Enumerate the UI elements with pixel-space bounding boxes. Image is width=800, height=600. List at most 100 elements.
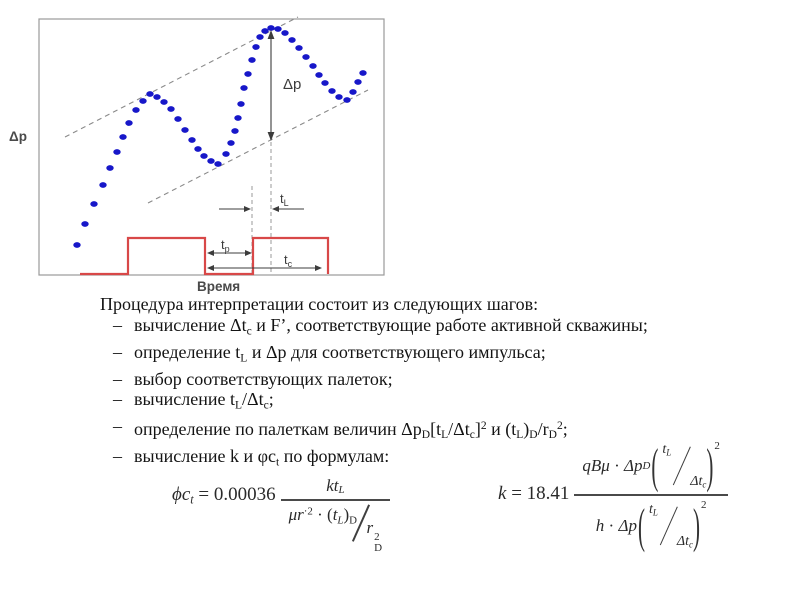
- open-paren: (: [651, 437, 659, 494]
- bullet-dash: –: [113, 416, 122, 437]
- numerator: kt L: [326, 476, 345, 496]
- list-item: – определение tL и Δp для соответствующе…: [100, 342, 780, 369]
- list-item: – вычисление k и φct по формулам:: [100, 446, 780, 473]
- data-dot: [73, 242, 81, 248]
- list-item-text: вычисление k и φct по формулам:: [134, 446, 390, 469]
- formula-k: k = 18.41 qBμ · Δp D ( tL Δtc ) 2 h · Δp: [498, 437, 728, 556]
- data-dot: [231, 128, 239, 134]
- data-dot: [90, 201, 98, 207]
- tp-arrow: [207, 250, 252, 256]
- data-dot: [267, 25, 275, 31]
- data-dot: [106, 165, 114, 171]
- data-dot: [113, 149, 121, 155]
- list-item: – определение по палеткам величин ΔpD[tL…: [100, 416, 780, 446]
- procedure-section: Процедура интерпретации состоит из следу…: [100, 294, 780, 473]
- data-dot: [227, 140, 235, 146]
- tp-label: tp: [221, 237, 230, 254]
- data-dot: [214, 161, 222, 167]
- pulse-test-chart: Δp tL tp tc: [9, 16, 385, 294]
- data-dot: [207, 158, 215, 164]
- list-item-text: вычисление Δtc и F’, соответствующие раб…: [134, 314, 648, 338]
- data-dot: [132, 107, 140, 113]
- data-dot: [81, 221, 89, 227]
- list-item: – вычисление tL/Δtc;: [100, 389, 780, 416]
- bullet-dash: –: [113, 446, 122, 467]
- dp-amplitude-arrow: [267, 30, 275, 141]
- data-dot: [200, 153, 208, 159]
- y-axis-label: Δp: [9, 129, 27, 144]
- numerator: qBμ · Δp D ( tL Δtc ) 2: [574, 437, 727, 494]
- bullet-dash: –: [113, 341, 122, 362]
- rate-square-wave: [80, 236, 330, 276]
- data-dot: [237, 101, 245, 107]
- data-dot: [194, 146, 202, 152]
- open-paren: (: [637, 497, 645, 554]
- data-dot: [244, 71, 252, 77]
- denominator: h · Δp ( tL Δtc ) 2: [574, 496, 727, 556]
- fraction: qBμ · Δp D ( tL Δtc ) 2 h · Δp ( tL: [574, 437, 728, 556]
- data-dot: [335, 94, 343, 100]
- data-dot: [167, 106, 175, 112]
- power: 2: [714, 440, 720, 452]
- data-dot: [315, 72, 323, 78]
- data-dot: [153, 94, 161, 100]
- formula-lhs: k = 18.41: [498, 483, 570, 504]
- data-dot: [261, 28, 269, 34]
- data-dot: [125, 120, 133, 126]
- data-dot: [222, 151, 230, 157]
- power: 2: [700, 498, 707, 511]
- data-dot: [181, 127, 189, 133]
- tc-arrow: [207, 265, 322, 271]
- data-dot: [295, 45, 303, 51]
- dp-arrow-label: Δp: [283, 76, 301, 93]
- data-dot: [174, 116, 182, 122]
- data-dot: [146, 91, 154, 97]
- list-item-text: определение по палеткам величин ΔpD[tL/Δ…: [134, 419, 568, 442]
- fraction-bar: [280, 499, 391, 501]
- inner-fraction: tL Δtc: [648, 501, 693, 550]
- list-item: – выбор соответствующих палеток;: [100, 369, 780, 390]
- data-dot: [252, 44, 260, 50]
- data-dot: [240, 85, 248, 91]
- list-item-text: выбор соответствующих палеток;: [134, 368, 393, 389]
- data-dot: [248, 57, 256, 63]
- data-dot: [274, 26, 282, 32]
- data-dot: [139, 98, 147, 104]
- formula-lhs: ϕct = 0.00036: [172, 484, 276, 507]
- close-paren: ): [706, 437, 714, 494]
- data-dot: [256, 34, 264, 40]
- data-dot: [288, 37, 296, 43]
- data-dot: [188, 137, 196, 143]
- diagonal-slash: [659, 506, 679, 546]
- fraction-bar: [574, 494, 728, 496]
- tc-label: tc: [284, 252, 293, 269]
- procedure-header: Процедура интерпретации состоит из следу…: [100, 294, 539, 314]
- bullet-dash: –: [113, 389, 122, 410]
- tl-arrows: [219, 206, 304, 212]
- x-axis-label: Время: [197, 279, 240, 294]
- pulse-test-figure: Δp tL tp tc: [0, 0, 400, 300]
- list-item-text: определение tL и Δp для соответствующего…: [134, 341, 546, 365]
- data-dot: [343, 97, 351, 103]
- data-dot: [321, 80, 329, 86]
- bullet-dash: –: [113, 314, 122, 335]
- data-dot: [349, 89, 357, 95]
- pressure-dots: [73, 25, 367, 248]
- data-dot: [234, 115, 242, 121]
- data-dot: [328, 88, 336, 94]
- data-dot: [160, 99, 168, 105]
- chart-frame: [38, 18, 385, 276]
- data-dot: [281, 30, 289, 36]
- list-item: – вычисление Δtc и F’, соответствующие р…: [100, 315, 780, 342]
- data-dot: [309, 63, 317, 69]
- data-dot: [119, 134, 127, 140]
- list-item-text: вычисление tL/Δtc;: [134, 389, 274, 412]
- data-dot: [354, 79, 362, 85]
- data-dot: [99, 182, 107, 188]
- tl-label: tL: [280, 191, 289, 208]
- bullet-dash: –: [113, 368, 122, 389]
